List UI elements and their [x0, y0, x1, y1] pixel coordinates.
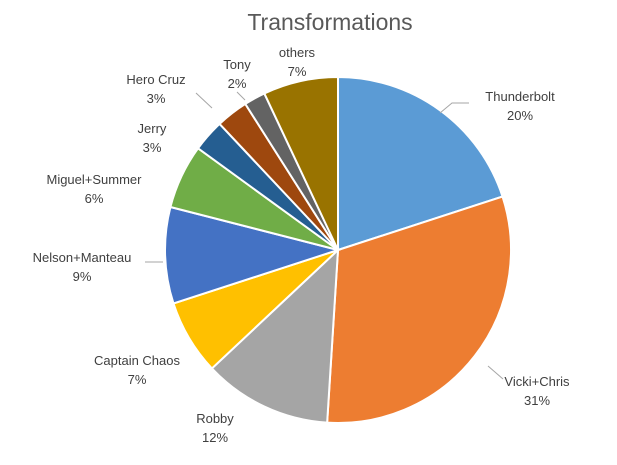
leader-line-vicki-chris	[487, 365, 504, 380]
slice-label-hero-cruz: Hero Cruz	[126, 72, 185, 87]
slice-label-thunderbolt: Thunderbolt	[485, 89, 555, 104]
slice-label-nelson-manteau: Nelson+Manteau	[33, 250, 132, 265]
slice-percent-nelson-manteau: 9%	[73, 269, 92, 284]
slice-label-captain-chaos: Captain Chaos	[94, 353, 180, 368]
chart-title: Transformations	[247, 9, 412, 35]
slice-percent-hero-cruz: 3%	[147, 91, 166, 106]
slice-label-others: others	[279, 45, 316, 60]
slice-percent-jerry: 3%	[143, 140, 162, 155]
pie-slice-robby	[210, 247, 340, 424]
slice-percent-captain-chaos: 7%	[128, 372, 147, 387]
slice-percent-tony: 2%	[228, 76, 247, 91]
pie-slices	[164, 75, 512, 425]
slice-label-tony: Tony	[223, 57, 251, 72]
slice-label-vicki-chris: Vicki+Chris	[504, 374, 570, 389]
data-labels: Thunderbolt 20% Vicki+Chris 31% Robby 12% Capt…	[33, 45, 570, 445]
slice-label-jerry: Jerry	[138, 121, 167, 136]
pie-slice-others	[263, 75, 339, 251]
leader-line-tony	[236, 91, 246, 101]
slice-percent-miguel-summer: 6%	[85, 191, 104, 206]
slice-percent-vicki-chris: 31%	[524, 393, 550, 408]
pie-slice-nelson-manteau	[164, 205, 342, 305]
leader-line-thunderbolt	[439, 102, 469, 114]
slice-label-robby: Robby	[196, 411, 234, 426]
slice-percent-robby: 12%	[202, 430, 228, 445]
slice-label-miguel-summer: Miguel+Summer	[46, 172, 142, 187]
leader-line-hero-cruz	[195, 92, 213, 109]
pie-slice-thunderbolt	[337, 75, 504, 252]
slice-percent-others: 7%	[288, 64, 307, 79]
slice-percent-thunderbolt: 20%	[507, 108, 533, 123]
leader-lines	[145, 91, 504, 380]
pie-slice-vicki-chris	[326, 195, 512, 425]
